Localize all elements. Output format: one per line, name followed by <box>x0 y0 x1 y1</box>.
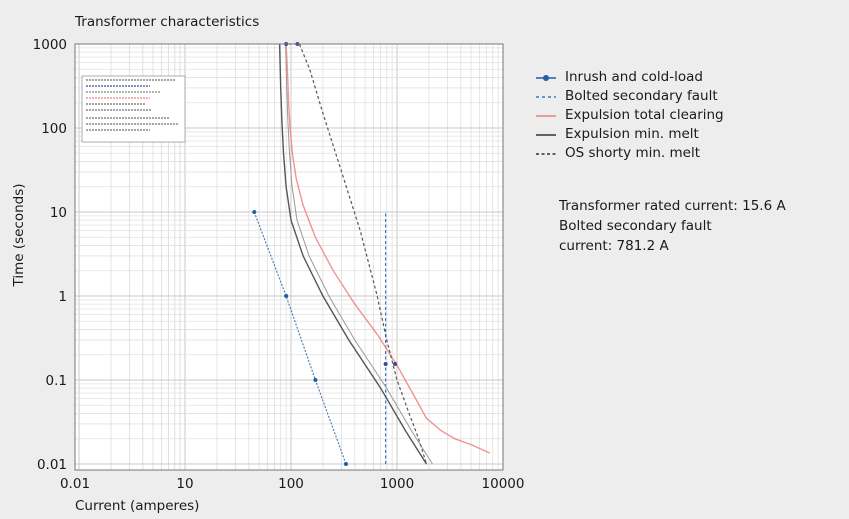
chart-title: Transformer characteristics <box>74 14 259 30</box>
y-tick-label: 1 <box>58 289 67 305</box>
rating-note: Transformer rated current: 15.6 A Bolted… <box>559 196 839 256</box>
y-tick-label: 0.01 <box>37 457 67 473</box>
series-point <box>252 210 257 214</box>
legend-swatch-inrush <box>536 74 556 81</box>
note-line-rated-current: Transformer rated current: 15.6 A <box>559 198 786 214</box>
y-tick-label: 0.1 <box>46 373 67 389</box>
series-line-band <box>285 43 433 465</box>
legend-item-expulsion-melt: Expulsion min. melt <box>535 125 724 144</box>
legend-label-inrush: Inrush and cold-load <box>565 69 703 85</box>
x-tick-labels: 0.01 10 100 1000 10000 <box>60 476 525 492</box>
series-marker <box>383 362 388 367</box>
legend-item-expulsion-total: Expulsion total clearing <box>535 106 724 125</box>
x-axis-title: Current (amperes) <box>75 498 199 514</box>
x-tick-label: 100 <box>278 476 304 492</box>
x-tick-label: 1000 <box>380 476 414 492</box>
legend-label-expulsion-melt: Expulsion min. melt <box>565 126 699 142</box>
series-line-2 <box>285 43 491 454</box>
series-line-4 <box>288 43 428 465</box>
series-point <box>284 294 289 298</box>
y-tick-labels: 1000 100 10 1 0.1 0.01 <box>33 37 67 473</box>
legend-swatch-bolted <box>536 95 556 98</box>
legend-label-os-shorty: OS shorty min. melt <box>565 145 700 161</box>
legend-label-expulsion-total: Expulsion total clearing <box>565 107 724 123</box>
legend-item-inrush: Inrush and cold-load <box>535 68 724 87</box>
x-tick-label: 10 <box>176 476 193 492</box>
legend-item-os-shorty: OS shorty min. melt <box>535 144 724 163</box>
x-tick-label: 10000 <box>482 476 525 492</box>
note-line-fault-current: current: 781.2 A <box>559 238 669 254</box>
inset-legend-box <box>81 75 186 143</box>
x-tick-label: 0.01 <box>60 476 90 492</box>
grid <box>75 44 503 470</box>
legend: Inrush and cold-load Bolted secondary fa… <box>535 68 724 163</box>
inset-legend <box>81 75 186 143</box>
y-tick-label: 100 <box>41 121 67 137</box>
series-point <box>343 462 348 466</box>
plot-frame <box>74 43 504 471</box>
legend-label-bolted: Bolted secondary fault <box>565 88 718 104</box>
note-line-bolted-fault: Bolted secondary fault <box>559 218 712 234</box>
series-line-3 <box>278 43 428 465</box>
y-axis-title: Time (seconds) <box>11 183 27 287</box>
legend-item-bolted: Bolted secondary fault <box>535 87 724 106</box>
legend-swatch-expulsion-melt <box>536 133 556 136</box>
series-marker <box>393 362 398 367</box>
series-point <box>313 378 318 382</box>
series-line-0 <box>253 211 347 465</box>
legend-swatch-expulsion-total <box>536 114 556 117</box>
series-layer <box>252 42 491 466</box>
legend-swatch-os-shorty <box>536 152 556 155</box>
y-tick-label: 1000 <box>33 37 67 53</box>
y-tick-label: 10 <box>50 205 67 221</box>
